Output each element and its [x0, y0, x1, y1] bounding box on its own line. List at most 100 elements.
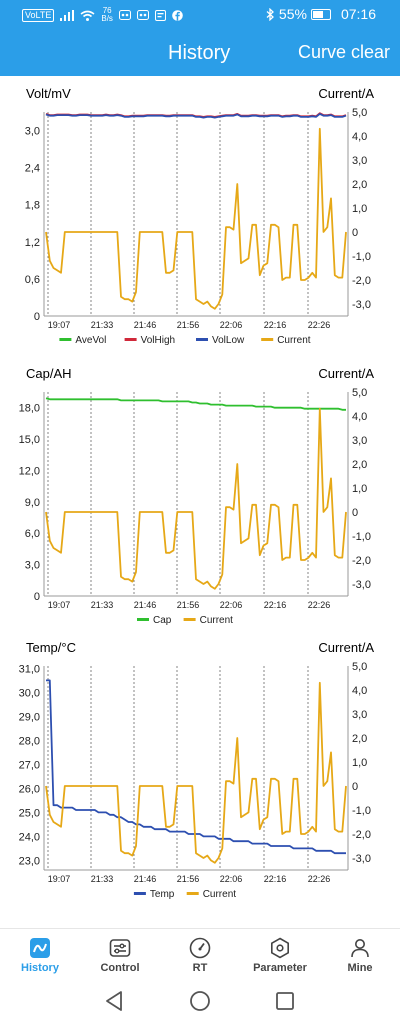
left-tick-label: 28,0	[19, 735, 40, 747]
tab-mine[interactable]: Mine	[320, 929, 400, 981]
left-tick-label: 25,0	[19, 807, 40, 819]
time-tick-label: 22:26	[308, 600, 331, 610]
right-tick-label: -3,0	[352, 579, 371, 591]
right-tick-label: 0	[352, 507, 358, 519]
back-icon[interactable]	[106, 991, 122, 1011]
time-tick-label: 21:33	[91, 320, 114, 330]
right-tick-label: -1,0	[352, 805, 371, 817]
right-tick-label: -2,0	[352, 829, 371, 841]
time-tick-label: 19:07	[48, 874, 71, 884]
legend-label: VolLow	[212, 335, 245, 346]
tab-parameter[interactable]: Parameter	[240, 929, 320, 981]
left-axis-title: Volt/mV	[26, 86, 71, 101]
series-line-current	[45, 681, 347, 864]
time-tick-label: 21:33	[91, 600, 114, 610]
left-axis-title: Cap/AH	[26, 366, 72, 381]
time-tick-label: 21:56	[177, 874, 200, 884]
right-axis-title: Current/A	[318, 640, 374, 655]
legend-swatch	[124, 338, 137, 341]
tab-mine-label: Mine	[347, 962, 373, 974]
time-tick-label: 22:16	[264, 320, 287, 330]
legend-swatch	[261, 338, 274, 341]
time-tick-label: 22:06	[220, 600, 243, 610]
legend-swatch	[183, 618, 196, 621]
wifi-icon	[80, 10, 95, 21]
app-header: VoLTE 76 B/s 55% 07:16 History Curve clea…	[0, 0, 400, 76]
tab-control[interactable]: Control	[80, 929, 160, 981]
legend-label: Current	[200, 615, 234, 626]
left-tick-label: 24,0	[19, 831, 40, 843]
legend-swatch	[59, 338, 72, 341]
tab-rt-label: RT	[192, 962, 208, 974]
tab-rt[interactable]: RT	[160, 929, 240, 981]
network-speed: 76 B/s	[101, 7, 113, 23]
right-tick-label: 5,0	[352, 387, 367, 399]
voltage-chart: Volt/mV Current/A 19:07 21:33 21:46 21:56 22:0…	[0, 78, 400, 348]
right-tick-label: 1,0	[352, 757, 367, 769]
right-tick-label: 4,0	[352, 411, 367, 423]
clock: 07:16	[340, 6, 376, 22]
legend-label: Temp	[150, 889, 175, 900]
capacity-chart-svg: Cap/AH Current/A 19:07 21:33 21:46 21:56 22:06…	[19, 366, 375, 626]
time-tick-label: 22:26	[308, 874, 331, 884]
network-badge: VoLTE	[22, 8, 55, 22]
left-tick-label: 1,2	[25, 237, 40, 249]
left-tick-label: 6,0	[25, 528, 40, 540]
voltage-chart-svg: Volt/mV Current/A 19:07 21:33 21:46 21:56 22:0…	[25, 86, 375, 346]
left-tick-label: 26,0	[19, 783, 40, 795]
left-tick-label: 29,0	[19, 711, 40, 723]
notification-icon	[136, 10, 149, 20]
right-tick-label: 3,0	[352, 709, 367, 721]
legend-swatch	[133, 892, 146, 895]
tab-history[interactable]: History	[0, 929, 80, 981]
temperature-chart-svg: Temp/°C Current/A 19:07 21:33 21:46 21:56 22:0…	[19, 640, 375, 900]
left-tick-label: 12,0	[19, 465, 40, 477]
notification-icon	[118, 10, 131, 20]
message-icon	[154, 9, 166, 21]
speed-unit: B/s	[101, 14, 113, 23]
left-tick-label: 1,8	[25, 200, 40, 212]
right-tick-label: 5,0	[352, 107, 367, 119]
legend-label: Cap	[153, 615, 172, 626]
right-tick-label: 1,0	[352, 203, 367, 215]
right-tick-label: 0	[352, 781, 358, 793]
left-tick-label: 3,0	[25, 126, 40, 138]
right-tick-label: -2,0	[352, 275, 371, 287]
recents-icon[interactable]	[276, 992, 294, 1010]
left-tick-label: 27,0	[19, 759, 40, 771]
curve-clear-button[interactable]: Curve clear	[297, 42, 390, 62]
home-icon[interactable]	[190, 991, 210, 1011]
page-title: History	[168, 42, 231, 64]
right-tick-label: 4,0	[352, 685, 367, 697]
right-tick-label: 3,0	[352, 435, 367, 447]
facebook-icon	[172, 9, 183, 21]
right-tick-label: -2,0	[352, 555, 371, 567]
right-tick-label: 2,0	[352, 733, 367, 745]
person-icon	[351, 939, 369, 958]
left-tick-label: 0,6	[25, 274, 40, 286]
legend-swatch	[196, 338, 208, 341]
left-tick-label: 0	[34, 591, 40, 603]
tab-parameter-label: Parameter	[253, 962, 307, 974]
gauge-icon	[189, 937, 211, 959]
series-line-cap	[45, 397, 346, 411]
control-sliders-icon	[109, 939, 131, 957]
left-axis-title: Temp/°C	[26, 640, 76, 655]
bluetooth-icon	[266, 7, 274, 21]
series-line-temp	[46, 679, 346, 855]
battery-icon	[310, 8, 331, 20]
left-tick-label: 18,0	[19, 403, 40, 415]
nav-buttons	[106, 991, 294, 1011]
time-tick-label: 21:33	[91, 874, 114, 884]
legend-swatch	[186, 892, 199, 895]
signal-icon	[60, 9, 75, 21]
right-tick-label: 4,0	[352, 131, 367, 143]
left-tick-label: 31,0	[19, 663, 40, 675]
tab-control-label: Control	[100, 962, 140, 974]
time-tick-label: 21:56	[177, 600, 200, 610]
right-tick-label: 0	[352, 227, 358, 239]
right-tick-label: 2,0	[352, 179, 367, 191]
series-line-vollow	[45, 113, 347, 119]
right-axis-title: Current/A	[318, 86, 374, 101]
series-line-current	[45, 407, 347, 590]
